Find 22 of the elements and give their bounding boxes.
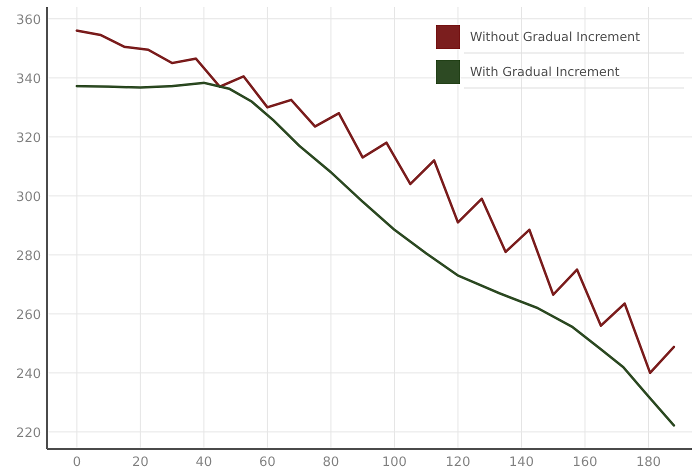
x-tick-label: 140 [509,455,534,470]
x-tick-label: 120 [446,455,470,470]
y-tick-label: 280 [16,248,41,264]
x-tick-label: 100 [382,455,407,470]
y-tick-label: 340 [16,72,41,87]
y-tick-label: 360 [16,12,41,28]
x-tick-label: 0 [72,455,81,470]
x-tick-label: 180 [636,455,661,470]
y-tick-label: 260 [16,308,41,323]
legend-label: With Gradual Increment [470,64,620,79]
y-tick-label: 320 [16,130,41,146]
y-tick-label: 300 [16,190,41,205]
y-tick-label: 240 [16,366,41,382]
x-tick-label: 40 [196,455,212,470]
legend-label: Without Gradual Increment [470,29,640,44]
x-tick-label: 60 [259,455,276,470]
line-series [76,82,676,427]
x-tick-label: 160 [572,455,598,470]
line-series [76,29,676,374]
x-tick-label: 80 [322,455,340,470]
y-tick-label: 220 [16,426,41,441]
x-tick-label: 20 [132,455,149,470]
